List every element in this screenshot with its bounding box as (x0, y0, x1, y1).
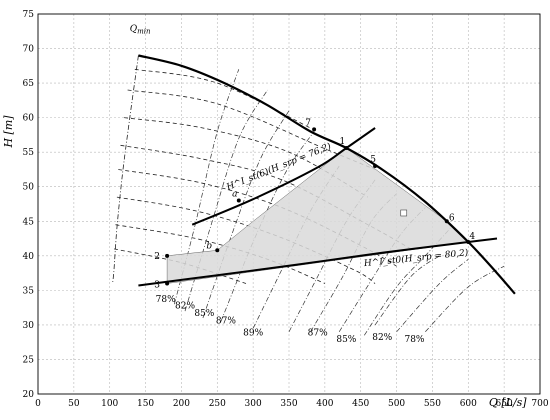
x-tick-label: 400 (316, 399, 333, 409)
x-tick-label: 550 (424, 399, 441, 409)
speed-curve (127, 89, 376, 170)
efficiency-curve (374, 255, 440, 326)
efficiency-label-right: 78% (404, 335, 424, 345)
y-tick-label: 50 (23, 183, 35, 193)
y-tick-label: 75 (23, 10, 35, 20)
system-curve-upper (191, 127, 376, 226)
speed-curve (113, 248, 247, 284)
efficiency-label-left: 87% (216, 317, 236, 327)
speed-curve (134, 68, 311, 129)
x-tick-label: 50 (68, 399, 80, 409)
efficiency-label-left: 89% (243, 328, 263, 338)
point-4 (466, 240, 471, 244)
main-curves (138, 54, 516, 295)
efficiency-label-left: 85% (194, 309, 214, 319)
x-axis-title: Q [L/s] (489, 396, 527, 409)
x-tick-label: 700 (531, 399, 548, 409)
point-label-a: a (232, 190, 237, 200)
point-b (215, 248, 220, 253)
point-2 (165, 253, 170, 258)
efficiency-label-right: 82% (372, 333, 392, 343)
qmin-subscript: min (137, 27, 151, 35)
efficiency-label-right: 87% (308, 328, 328, 338)
y-tick-label: 45 (23, 217, 35, 227)
x-tick-label: 100 (101, 399, 118, 409)
point-label-b: b (206, 241, 212, 251)
y-tick-label: 20 (23, 390, 35, 400)
point-1 (344, 146, 349, 151)
point-5 (373, 164, 378, 168)
efficiency-curve (338, 207, 426, 332)
y-tick-label: 70 (23, 45, 35, 55)
y-tick-label: 55 (23, 148, 35, 158)
efficiency-label-left: 78% (156, 295, 176, 305)
x-tick-label: 250 (209, 399, 226, 409)
y-tick-label: 30 (23, 321, 35, 331)
y-tick-label: 40 (23, 252, 35, 262)
y-tick-label: 60 (23, 114, 35, 124)
point-label-4: 4 (469, 232, 475, 242)
x-tick-label: 650 (496, 399, 513, 409)
plot-frame (37, 13, 541, 395)
y-axis-title: H [m] (2, 115, 15, 149)
efficiency-curve (252, 165, 340, 329)
design-point-marker (400, 209, 408, 217)
point-3 (165, 281, 170, 286)
y-tick-label: 65 (23, 79, 35, 89)
point-a (236, 198, 241, 203)
x-tick-label: 300 (245, 399, 262, 409)
operating-region-fill (166, 147, 469, 284)
qmin-curve (112, 55, 139, 284)
point-7 (312, 127, 317, 132)
point-label-1: 1 (340, 137, 346, 147)
x-tick-label: 0 (35, 399, 41, 409)
tick-labels: 0 50 100 150 200 250 300 350 400 450 500 550 600 650 7… (2, 10, 549, 409)
point-label-3: 3 (154, 280, 160, 290)
point-label-7: 7 (305, 118, 311, 128)
point-label-2: 2 (154, 252, 160, 262)
x-tick-label: 500 (388, 399, 405, 409)
speed-curve (115, 224, 326, 284)
x-tick-label: 600 (460, 399, 477, 409)
operating-region (166, 147, 469, 284)
point-6 (444, 219, 449, 224)
point-label-6: 6 (449, 213, 455, 223)
efficiency-label-left: 82% (175, 301, 195, 311)
x-tick-label: 450 (352, 399, 369, 409)
y-tick-label: 25 (23, 355, 35, 365)
efficiency-curve (396, 259, 469, 333)
efficiency-label-right: 85% (336, 335, 356, 345)
qmin-label: Qmin (130, 24, 151, 35)
x-tick-label: 150 (137, 399, 154, 409)
x-tick-label: 200 (173, 399, 190, 409)
efficiency-curve (425, 265, 505, 333)
x-tick-label: 350 (280, 399, 297, 409)
y-tick-label: 35 (23, 286, 35, 296)
speed-curve (124, 117, 369, 198)
point-label-5: 5 (370, 155, 376, 165)
